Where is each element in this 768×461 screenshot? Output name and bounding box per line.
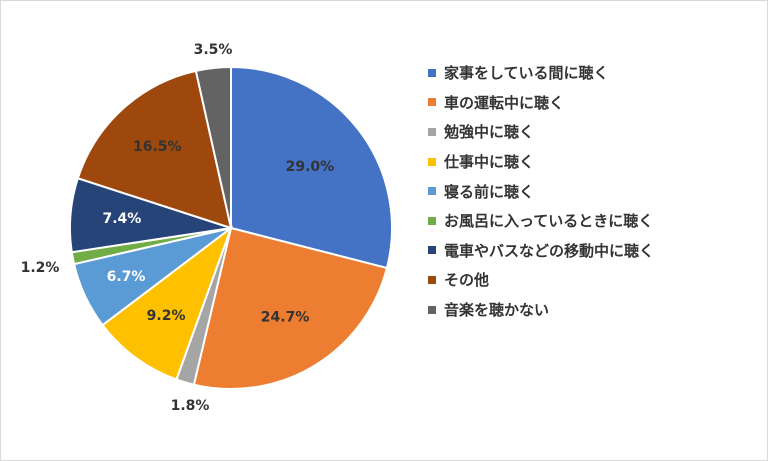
- legend-item: 仕事中に聴く: [428, 147, 654, 177]
- data-label: 16.5%: [133, 139, 182, 155]
- legend: 家事をしている間に聴く 車の運転中に聴く 勉強中に聴く 仕事中に聴く 寝る前に聴…: [428, 58, 654, 324]
- legend-item: 勉強中に聴く: [428, 117, 654, 147]
- data-label: 29.0%: [286, 159, 335, 175]
- legend-label: 音楽を聴かない: [444, 301, 550, 320]
- legend-swatch: [428, 98, 436, 107]
- data-label: 7.4%: [102, 211, 141, 227]
- pie-slice: [194, 65, 232, 229]
- legend-item: 寝る前に聴く: [428, 176, 654, 206]
- legend-item: 電車やバスなどの移動中に聴く: [428, 236, 654, 266]
- legend-label: 家事をしている間に聴く: [444, 64, 609, 83]
- legend-label: お風呂に入っているときに聴く: [444, 212, 654, 231]
- legend-label: 電車やバスなどの移動中に聴く: [444, 241, 655, 260]
- legend-item: その他: [428, 265, 654, 295]
- data-label: 1.8%: [171, 398, 210, 414]
- legend-swatch: [428, 305, 436, 314]
- data-label: 24.7%: [261, 310, 310, 326]
- legend-label: 勉強中に聴く: [444, 123, 535, 142]
- pie-slices: [69, 65, 393, 390]
- legend-item: 車の運転中に聴く: [428, 88, 654, 118]
- legend-label: 寝る前に聴く: [444, 182, 535, 201]
- pie-slice: [192, 226, 389, 390]
- data-label: 6.7%: [107, 269, 146, 285]
- legend-swatch: [428, 275, 436, 284]
- legend-label: 仕事中に聴く: [444, 153, 535, 172]
- legend-item: お風呂に入っているときに聴く: [428, 206, 654, 236]
- legend-swatch: [428, 157, 436, 166]
- pie-slice: [101, 225, 234, 381]
- legend-item: 音楽を聴かない: [428, 295, 654, 325]
- legend-swatch: [428, 187, 436, 196]
- pie-slice: [230, 65, 393, 270]
- data-label: 3.5%: [194, 42, 233, 58]
- legend-item: 家事をしている間に聴く: [428, 58, 654, 88]
- legend-swatch: [428, 68, 436, 77]
- data-label: 9.2%: [147, 308, 186, 324]
- data-label: 1.2%: [21, 260, 60, 276]
- pie-slice: [76, 69, 233, 230]
- legend-swatch: [428, 216, 436, 225]
- legend-label: 車の運転中に聴く: [444, 93, 565, 112]
- legend-label: その他: [444, 271, 490, 290]
- legend-swatch: [428, 127, 436, 136]
- legend-swatch: [428, 246, 436, 255]
- data-labels: 29.0% 24.7% 1.8% 9.2% 6.7% 1.2% 7.4% 16.5% 3.5%: [21, 42, 335, 414]
